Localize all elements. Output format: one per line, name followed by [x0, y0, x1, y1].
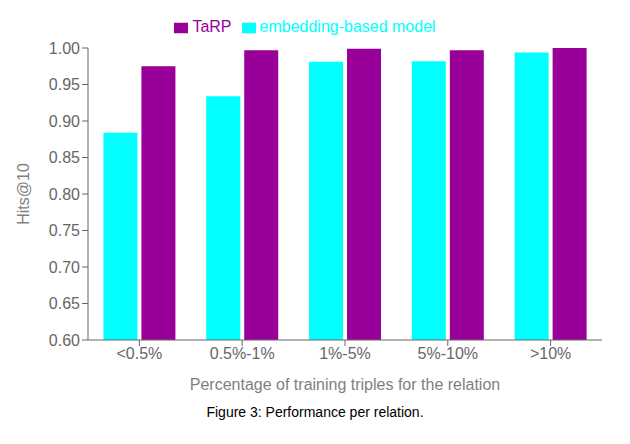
svg-text:1.00: 1.00 — [49, 40, 80, 57]
svg-text:Hits@10: Hits@10 — [15, 163, 32, 225]
svg-text:0.65: 0.65 — [49, 295, 80, 312]
svg-text:5%-10%: 5%-10% — [418, 345, 478, 362]
svg-text:0.70: 0.70 — [49, 259, 80, 276]
html-text:Figure 3: Performance per rela: Figure 3: Performance per relation. — [206, 404, 424, 420]
svg-text:0.5%-1%: 0.5%-1% — [210, 345, 275, 362]
svg-text:1%-5%: 1%-5% — [319, 345, 371, 362]
html-text:TaRP: TaRP — [192, 18, 232, 35]
svg-text:0.90: 0.90 — [49, 113, 80, 130]
svg-text:<0.5%: <0.5% — [116, 345, 162, 362]
svg-text:0.85: 0.85 — [49, 149, 80, 166]
html-text:embedding-based model: embedding-based model — [259, 18, 436, 35]
svg-text:Percentage of training triples: Percentage of training triples for the r… — [190, 376, 500, 393]
svg-text:0.95: 0.95 — [49, 76, 80, 93]
svg-text:0.80: 0.80 — [49, 186, 80, 203]
svg-text:0.75: 0.75 — [49, 222, 80, 239]
svg-text:0.60: 0.60 — [49, 332, 80, 349]
svg-text:>10%: >10% — [530, 345, 571, 362]
